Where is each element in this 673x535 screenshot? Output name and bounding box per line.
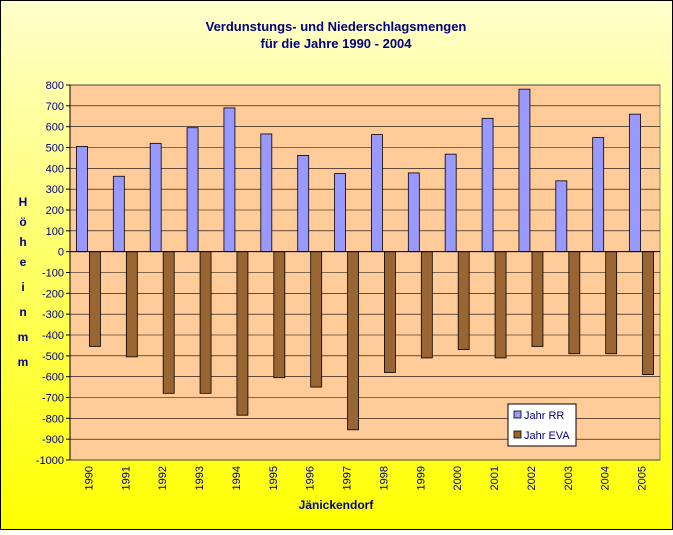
y-tick-label: 700 <box>46 101 64 113</box>
y-tick-label: -100 <box>42 268 64 280</box>
y-tick-label: -400 <box>42 330 64 342</box>
x-tick-label-2003: 2003 <box>563 466 575 490</box>
y-axis-label-char: i <box>21 280 24 294</box>
bar-jahr-eva-2005 <box>642 251 654 375</box>
bar-jahr-rr-1991 <box>112 175 125 253</box>
bar-jahr-rr-2001 <box>481 117 494 253</box>
x-axis-label: Jänickendorf <box>299 498 375 512</box>
bar-jahr-rr-2003 <box>555 180 568 253</box>
y-tick-label: -600 <box>42 372 64 384</box>
y-tick-label: 0 <box>58 247 64 259</box>
bar-jahr-rr-1996 <box>297 155 310 253</box>
bar-jahr-eva-1995 <box>273 251 286 379</box>
y-axis-label-char: e <box>20 255 27 269</box>
x-tick-label-2002: 2002 <box>526 466 538 490</box>
y-tick-label: -300 <box>42 309 64 321</box>
y-tick-label: 600 <box>46 122 64 134</box>
chart-title-line1: Verdunstungs- und Niederschlagsmengen <box>206 19 467 34</box>
y-tick-label: 500 <box>46 143 64 155</box>
y-tick-label: -700 <box>42 393 64 405</box>
legend-swatch-jahr-eva <box>513 430 522 439</box>
bar-jahr-eva-1994 <box>236 251 249 416</box>
legend: Jahr RR Jahr EVA <box>507 403 577 447</box>
x-tick-label-1993: 1993 <box>194 466 206 490</box>
bar-jahr-eva-2002 <box>531 251 544 347</box>
bar-jahr-eva-1993 <box>199 251 212 394</box>
bar-jahr-eva-1998 <box>384 251 396 373</box>
y-tick-label: -1000 <box>36 455 64 467</box>
x-tick-label-1995: 1995 <box>268 466 280 490</box>
x-tick-label-2005: 2005 <box>637 466 649 490</box>
bar-jahr-rr-1994 <box>223 107 236 253</box>
bar-jahr-rr-2000 <box>444 153 457 253</box>
bar-jahr-rr-1995 <box>260 133 273 253</box>
bar-jahr-rr-2002 <box>518 88 531 253</box>
y-axis-label-char: ö <box>19 215 26 229</box>
y-axis-label-char: n <box>19 305 26 319</box>
x-tick-label-1997: 1997 <box>342 466 354 490</box>
chart-title-line2: für die Jahre 1990 - 2004 <box>260 36 412 51</box>
y-tick-label: -900 <box>42 434 64 446</box>
y-tick-label: -200 <box>42 288 64 300</box>
legend-label-jahr-rr: Jahr RR <box>524 410 564 422</box>
bar-jahr-eva-2001 <box>494 251 507 359</box>
bar-jahr-eva-1999 <box>420 251 433 359</box>
bar-jahr-eva-1992 <box>162 251 175 394</box>
y-tick-label: -500 <box>42 351 64 363</box>
y-tick-label: 200 <box>46 205 64 217</box>
y-axis-label-char: m <box>18 330 29 344</box>
bar-jahr-rr-2004 <box>592 137 605 253</box>
x-tick-label-1991: 1991 <box>120 466 132 490</box>
legend-label-jahr-eva: Jahr EVA <box>524 430 570 442</box>
x-tick-label-1992: 1992 <box>157 466 169 490</box>
x-tick-label-1994: 1994 <box>231 466 243 490</box>
x-tick-label-1996: 1996 <box>305 466 317 490</box>
bar-jahr-eva-2003 <box>568 251 581 355</box>
x-tick-label-1990: 1990 <box>83 466 95 490</box>
bar-jahr-rr-1997 <box>334 173 346 253</box>
bar-jahr-rr-1999 <box>407 172 420 253</box>
y-axis-label-char: m <box>18 355 29 369</box>
bar-jahr-rr-1992 <box>149 142 162 253</box>
legend-swatch-jahr-rr <box>513 410 522 419</box>
bar-jahr-eva-1996 <box>310 251 323 388</box>
bar-jahr-eva-1990 <box>89 251 101 347</box>
bar-jahr-eva-1991 <box>125 251 138 358</box>
bar-jahr-rr-1993 <box>186 127 199 253</box>
bars <box>70 88 660 431</box>
x-tick-label-1999: 1999 <box>415 466 427 490</box>
y-axis-label-char: h <box>19 235 26 249</box>
y-tick-label: 300 <box>46 184 64 196</box>
y-tick-label: 400 <box>46 163 64 175</box>
x-tick-label-1998: 1998 <box>378 466 390 490</box>
bar-jahr-eva-2004 <box>605 251 618 355</box>
y-tick-label: 800 <box>46 80 64 92</box>
y-tick-label: -800 <box>42 413 64 425</box>
y-axis-ticks: -1000-900-800-700-600-500-400-300-200-10… <box>36 80 71 467</box>
x-axis-ticks: 1990 1991 1992 1993 1994 1995 1996 1997 1998 1999… <box>83 466 648 490</box>
x-tick-label-2004: 2004 <box>600 466 612 490</box>
bar-jahr-rr-1998 <box>371 134 383 253</box>
bar-jahr-rr-1990 <box>76 146 88 253</box>
bar-jahr-rr-2005 <box>629 113 641 253</box>
bar-jahr-eva-1997 <box>347 251 359 431</box>
y-axis-label-char: H <box>19 195 28 209</box>
x-tick-label-2001: 2001 <box>489 466 501 490</box>
y-tick-label: 100 <box>46 226 64 238</box>
bar-jahr-eva-2000 <box>457 251 470 350</box>
x-tick-label-2000: 2000 <box>452 466 464 490</box>
